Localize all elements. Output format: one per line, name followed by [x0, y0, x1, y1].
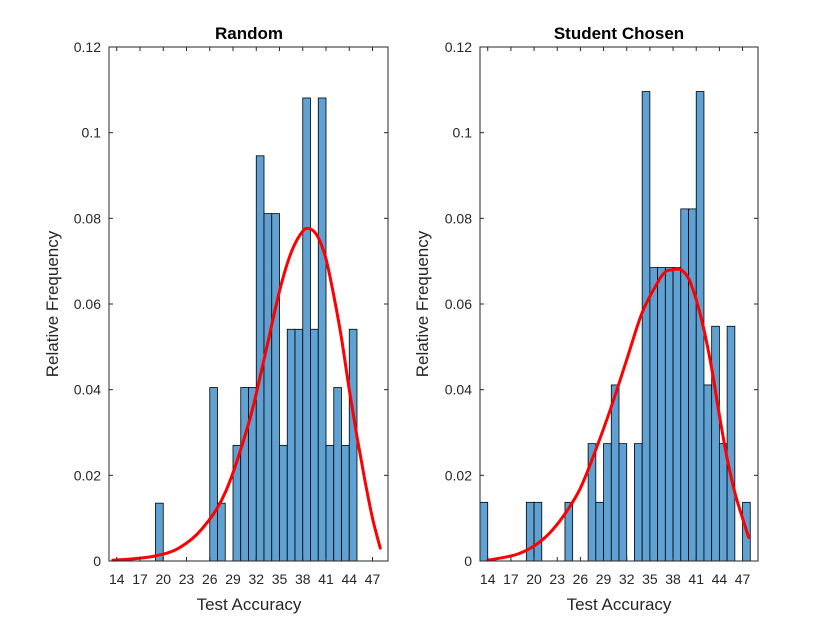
- x-tick-label: 14: [480, 571, 496, 587]
- x-tick-label: 20: [155, 571, 171, 587]
- histogram-bar: [634, 443, 643, 562]
- histogram-bar: [610, 384, 620, 562]
- histogram-bar: [271, 213, 280, 562]
- histogram-bar: [641, 91, 651, 562]
- y-tick-label: 0.02: [445, 467, 472, 483]
- histogram-bar: [525, 501, 535, 562]
- histogram-bar: [286, 328, 296, 562]
- y-tick-label: 0.1: [453, 125, 473, 141]
- y-tick-label: 0.1: [82, 125, 102, 141]
- y-axis-label: Relative Frequency: [43, 230, 62, 377]
- x-tick-label: 17: [503, 571, 519, 587]
- x-tick-label: 35: [642, 571, 658, 587]
- x-tick-label: 44: [712, 571, 728, 587]
- histogram-bar: [155, 502, 164, 562]
- x-tick-label: 29: [596, 571, 612, 587]
- y-ticks: 0 0.02 0.04 0.06 0.08 0.1 0.12: [445, 39, 758, 569]
- histogram-bar: [618, 443, 628, 562]
- histogram-bar: [672, 267, 682, 562]
- y-tick-label: 0.08: [74, 210, 101, 226]
- histogram-bar: [348, 328, 358, 562]
- histogram-bar: [302, 97, 311, 562]
- histogram-bar: [664, 267, 674, 562]
- x-tick-label: 47: [365, 571, 381, 587]
- x-tick-label: 17: [132, 571, 148, 587]
- x-axis-label: Test Accuracy: [567, 595, 672, 614]
- x-tick-label: 29: [225, 571, 241, 587]
- x-tick-label: 32: [248, 571, 264, 587]
- histogram-bar: [263, 213, 273, 562]
- x-tick-label: 35: [272, 571, 288, 587]
- y-axis-label: Relative Frequency: [413, 230, 432, 377]
- x-tick-label: 41: [688, 571, 704, 587]
- y-tick-label: 0: [93, 553, 101, 569]
- x-ticks: 14 17 20 23 26 29 32 35 38 41 44 47: [109, 47, 381, 587]
- histogram-bar: [603, 443, 612, 562]
- histogram-bar: [657, 267, 666, 562]
- x-tick-label: 26: [202, 571, 218, 587]
- histogram-bar: [209, 387, 218, 562]
- histogram-bar: [711, 325, 720, 562]
- x-axis-label: Test Accuracy: [197, 595, 302, 614]
- histogram-bar: [649, 267, 659, 562]
- histogram-bar: [310, 328, 319, 562]
- y-tick-label: 0.08: [445, 210, 472, 226]
- histogram-bar: [680, 208, 689, 562]
- histogram-bar: [688, 208, 697, 562]
- y-tick-label: 0.04: [74, 382, 101, 398]
- histogram-bar: [333, 387, 342, 562]
- histogram-bar: [240, 387, 249, 562]
- histogram-bar: [341, 444, 350, 562]
- histogram-random: 0 0.02 0.04 0.06 0.08 0.1 0.12 14 17 20 23 26 29 32 3…: [43, 24, 389, 614]
- y-tick-label: 0.12: [74, 39, 101, 55]
- fit-curve: [111, 226, 382, 562]
- histogram-bar: [279, 444, 288, 562]
- histogram-student-chosen: 0 0.02 0.04 0.06 0.08 0.1 0.12 14 17 20 23 26 29 32 3…: [413, 24, 759, 614]
- histogram-bar: [479, 501, 489, 562]
- histogram-bar: [325, 444, 335, 562]
- histogram-bar: [533, 501, 543, 562]
- y-tick-label: 0.12: [445, 39, 472, 55]
- x-tick-label: 38: [295, 571, 311, 587]
- chart-title: Student Chosen: [554, 24, 684, 43]
- x-tick-label: 23: [549, 571, 565, 587]
- y-tick-label: 0: [464, 553, 472, 569]
- y-ticks: 0 0.02 0.04 0.06 0.08 0.1 0.12: [74, 39, 388, 569]
- histogram-bar: [317, 97, 327, 562]
- x-ticks: 14 17 20 23 26 29 32 35 38 41 44 47: [480, 47, 751, 587]
- x-tick-label: 23: [179, 571, 195, 587]
- y-tick-label: 0.06: [74, 296, 101, 312]
- x-tick-label: 47: [735, 571, 751, 587]
- x-tick-label: 32: [619, 571, 635, 587]
- histogram-bar: [294, 328, 304, 562]
- histogram-bar: [726, 325, 736, 562]
- x-tick-label: 44: [341, 571, 357, 587]
- x-tick-label: 41: [318, 571, 334, 587]
- y-tick-label: 0.02: [74, 467, 101, 483]
- fit-curve: [486, 267, 751, 562]
- histogram-bar: [703, 384, 713, 562]
- histogram-bar: [217, 502, 226, 562]
- x-tick-label: 38: [665, 571, 681, 587]
- chart-title: Random: [215, 24, 283, 43]
- x-tick-label: 20: [526, 571, 542, 587]
- y-tick-label: 0.06: [445, 296, 472, 312]
- y-tick-label: 0.04: [445, 382, 472, 398]
- x-tick-label: 26: [573, 571, 589, 587]
- histogram-bar: [718, 443, 728, 562]
- histogram-bar: [595, 501, 604, 562]
- x-tick-label: 14: [109, 571, 125, 587]
